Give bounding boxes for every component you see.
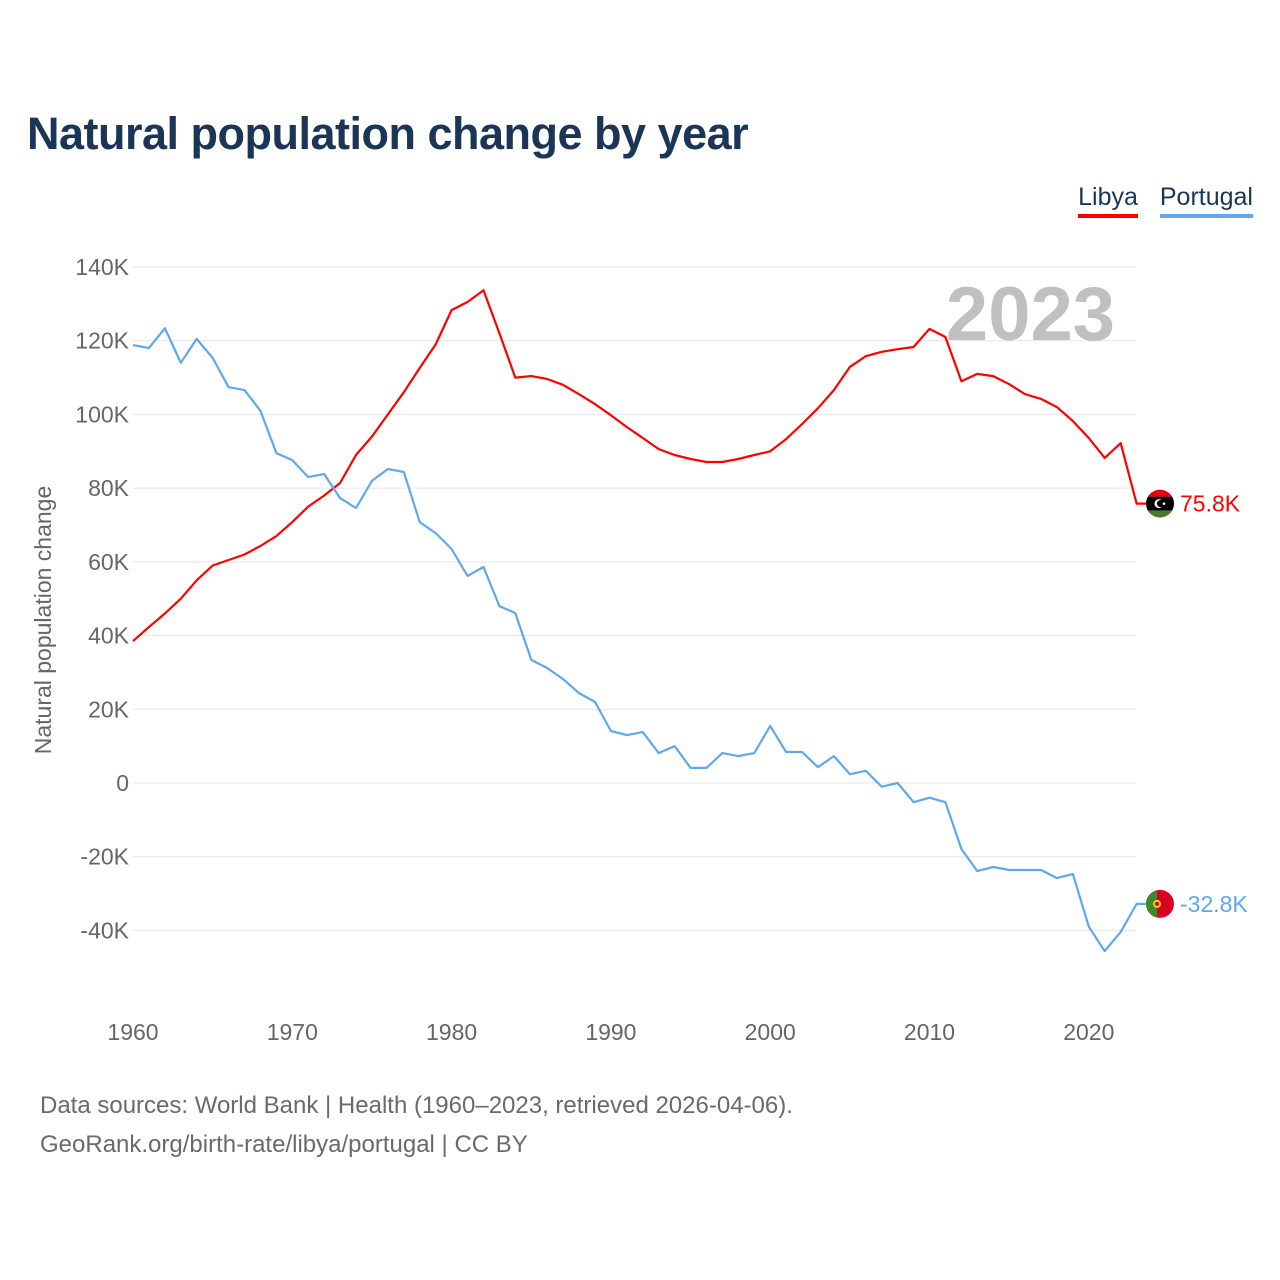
y-tick-label: 80K (88, 475, 130, 501)
end-value-label-portugal: -32.8K (1180, 891, 1248, 917)
year-watermark: 2023 (946, 272, 1115, 357)
data-source-text: Data sources: World Bank | Health (1960–… (40, 1092, 793, 1119)
flag-portugal-icon (1146, 889, 1174, 918)
chart-title: Natural population change by year (27, 108, 749, 159)
y-tick-label: 20K (88, 696, 130, 722)
x-tick-label: 2000 (745, 1019, 796, 1045)
x-tick-label: 2010 (904, 1019, 955, 1045)
flag-libya-icon (1146, 489, 1174, 518)
y-tick-label: -40K (80, 917, 129, 943)
legend-item-libya[interactable]: Libya (1078, 183, 1138, 218)
attribution-link[interactable]: GeoRank.org/birth-rate/libya/portugal | … (40, 1131, 528, 1158)
y-tick-label: 40K (88, 623, 130, 649)
y-axis-label: Natural population change (30, 486, 56, 755)
legend-item-portugal[interactable]: Portugal (1159, 183, 1253, 218)
footer: Data sources: World Bank | Health (1960–… (40, 1086, 793, 1164)
end-value-label-libya: 75.8K (1180, 491, 1241, 517)
y-tick-label: 100K (75, 401, 129, 427)
series-line-libya (132, 289, 1150, 642)
y-tick-label: 0 (116, 770, 129, 796)
x-tick-label: 1990 (585, 1019, 636, 1045)
y-tick-label: 140K (75, 254, 129, 280)
x-tick-label: 1960 (107, 1019, 158, 1045)
series-line-portugal (132, 327, 1150, 953)
x-tick-label: 2020 (1063, 1019, 1114, 1045)
y-tick-label: 120K (75, 328, 129, 354)
y-tick-label: 60K (88, 549, 130, 575)
y-tick-label: -20K (80, 844, 129, 870)
x-tick-label: 1980 (426, 1019, 477, 1045)
legend: Libya Portugal (1078, 183, 1253, 218)
x-tick-label: 1970 (267, 1019, 318, 1045)
